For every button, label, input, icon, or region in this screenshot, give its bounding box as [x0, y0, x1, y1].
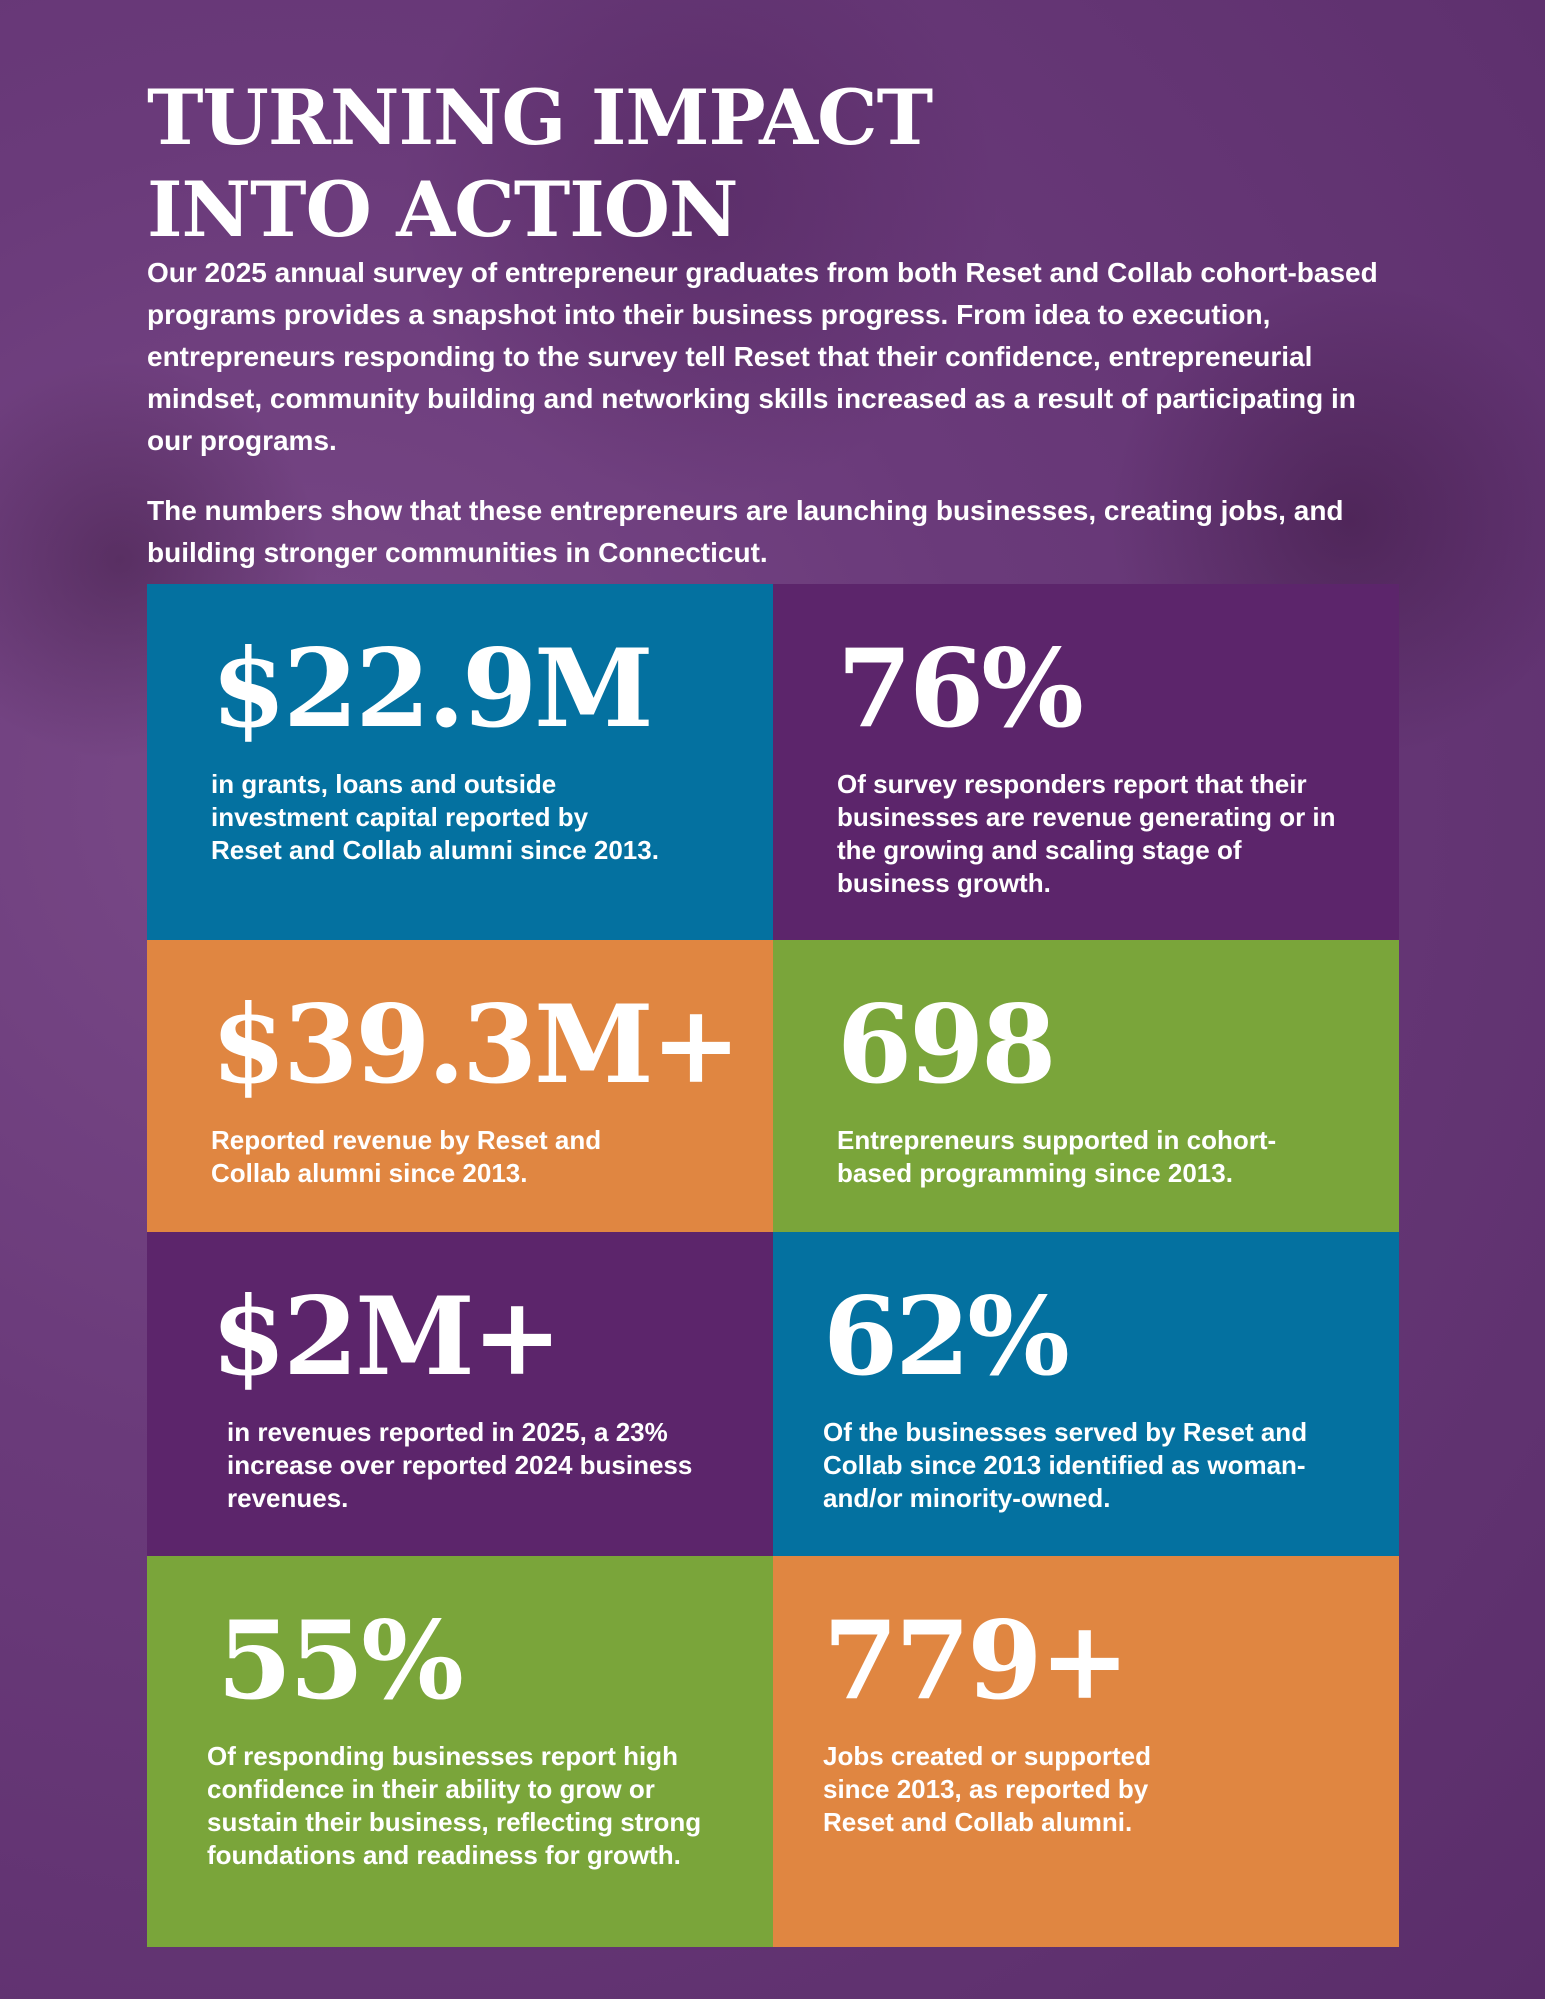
stat-text: Of the businesses served by Reset and Co… [823, 1417, 1308, 1513]
stat-figure: 698 [837, 982, 1056, 1108]
intro-paragraph: The numbers show that these entrepreneur… [147, 495, 1344, 568]
stat-tile: 62% Of the businesses served by Reset and… [773, 1232, 1399, 1556]
stat-text: Entrepreneurs supported in cohort-based … [837, 1125, 1277, 1188]
stats-grid: $22.9M in grants, loans and outside inves… [147, 584, 1399, 1947]
stat-text: Of survey responders report that their b… [837, 769, 1336, 898]
intro-paragraph: Our 2025 annual survey of entrepreneur g… [147, 257, 1378, 456]
title: TURNING IMPACT INTO ACTION [147, 72, 933, 256]
stat-text: Reported revenue by Reset and Collab alu… [211, 1125, 602, 1188]
stat-tile: $2M+ in revenues reported in 2025, a 23% … [147, 1232, 773, 1556]
stat-figure: $39.3M+ [211, 982, 741, 1108]
stat-figure: 76% [837, 626, 1084, 752]
title-line: INTO ACTION [147, 165, 738, 254]
stat-text: in revenues reported in 2025, a 23% incr… [227, 1417, 693, 1513]
stat-figure: 62% [823, 1274, 1070, 1400]
stat-figure: 55% [217, 1598, 464, 1724]
stat-tile: 779+ Jobs created or supported since 2013… [773, 1556, 1399, 1947]
stat-tile: 55% Of responding businesses report high … [147, 1556, 773, 1947]
stat-figure: $2M+ [211, 1274, 562, 1400]
stat-tile: 698 Entrepreneurs supported in cohort-bas… [773, 940, 1399, 1232]
stat-tile: $39.3M+ Reported revenue by Reset and Col… [147, 940, 773, 1232]
stat-tile: 76% Of survey responders report that thei… [773, 584, 1399, 940]
stat-text: Of responding businesses report high con… [207, 1741, 702, 1870]
stat-figure: $22.9M [211, 626, 654, 752]
stat-text: Jobs created or supported since 2013, as… [823, 1741, 1151, 1837]
stat-figure: 779+ [823, 1598, 1130, 1724]
stat-text: in grants, loans and outside investment … [211, 769, 659, 865]
title-line: TURNING IMPACT [147, 73, 933, 162]
stat-tile: $22.9M in grants, loans and outside inves… [147, 584, 773, 940]
